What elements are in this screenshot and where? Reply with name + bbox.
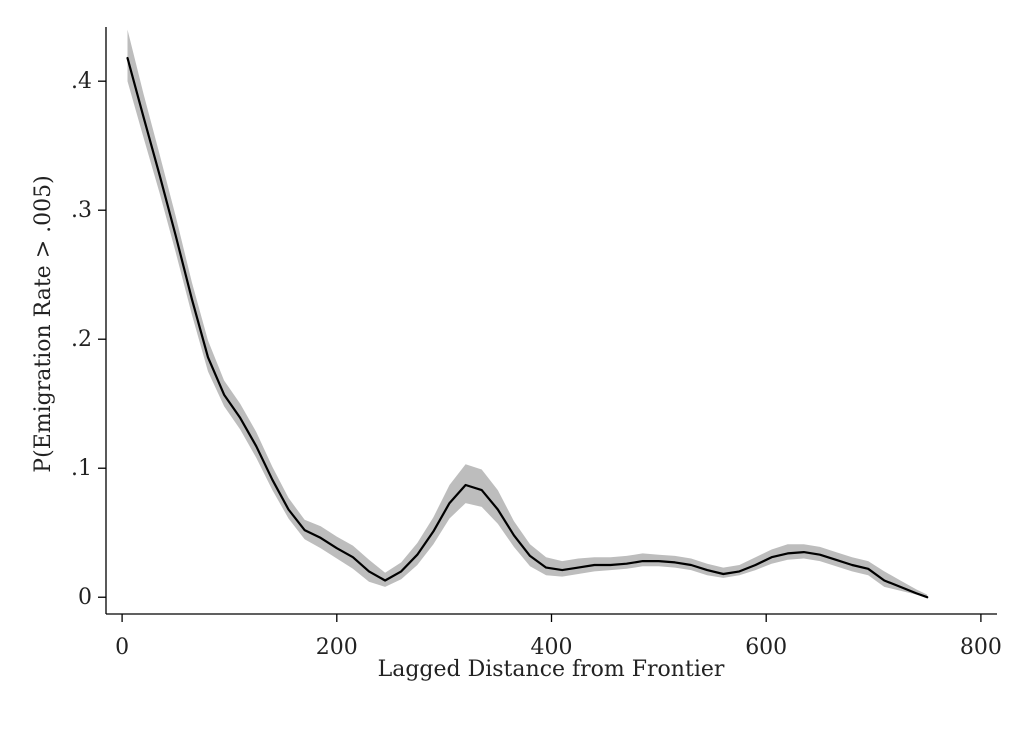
plot-region (126, 29, 929, 599)
confidence-band (127, 29, 928, 598)
y-tick-label: .4 (71, 69, 92, 94)
y-tick-label: .3 (71, 198, 92, 223)
x-axis-ticks: 0 200 400 600 800 (115, 614, 1002, 660)
y-tick-label: 0 (78, 585, 92, 610)
x-tick-label: 800 (960, 635, 1002, 660)
y-axis-title: P(Emigration Rate > .005) (31, 175, 56, 472)
x-axis-title: Lagged Distance from Frontier (378, 657, 725, 682)
x-tick-label: 400 (531, 635, 573, 660)
y-tick-label: .2 (71, 327, 92, 352)
series-line (126, 56, 929, 599)
y-axis-ticks: 0 .1 .2 .3 .4 (71, 69, 106, 610)
x-tick-label: 200 (316, 635, 358, 660)
x-tick-label: 600 (745, 635, 787, 660)
y-tick-label: .1 (71, 456, 92, 481)
x-tick-label: 0 (115, 635, 129, 660)
